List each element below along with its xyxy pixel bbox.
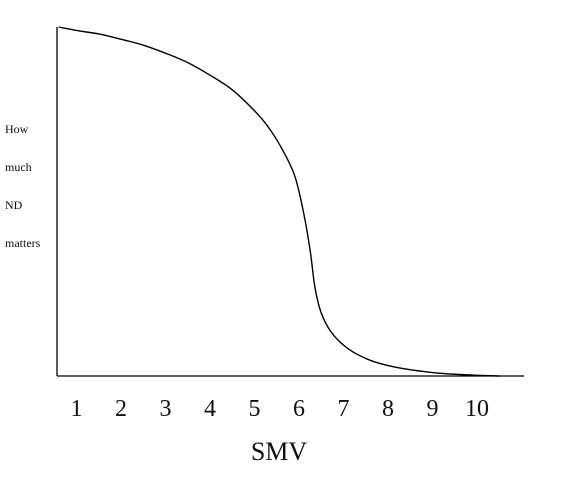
x-tick-label: 4 [204, 396, 216, 422]
x-tick-label: 3 [160, 396, 172, 422]
x-tick-label: 2 [115, 396, 127, 422]
x-tick-label: 7 [338, 396, 350, 422]
x-tick-label: 9 [427, 396, 439, 422]
y-axis-label-line: matters [5, 236, 41, 250]
x-tick-labels: 1 2 3 4 5 6 7 8 9 10 [71, 396, 490, 422]
x-tick-label: 10 [465, 396, 489, 422]
x-tick-label: 6 [293, 396, 305, 422]
x-tick-label: 1 [71, 396, 83, 422]
y-axis-label: How much ND matters [5, 122, 41, 250]
series-line [58, 26, 500, 377]
y-axis-label-line: much [5, 160, 32, 174]
x-tick-label: 8 [382, 396, 394, 422]
x-tick-label: 5 [249, 396, 261, 422]
x-axis-label: SMV [251, 437, 308, 466]
y-axis-label-line: How [5, 122, 29, 136]
y-axis-label-line: ND [5, 198, 23, 212]
